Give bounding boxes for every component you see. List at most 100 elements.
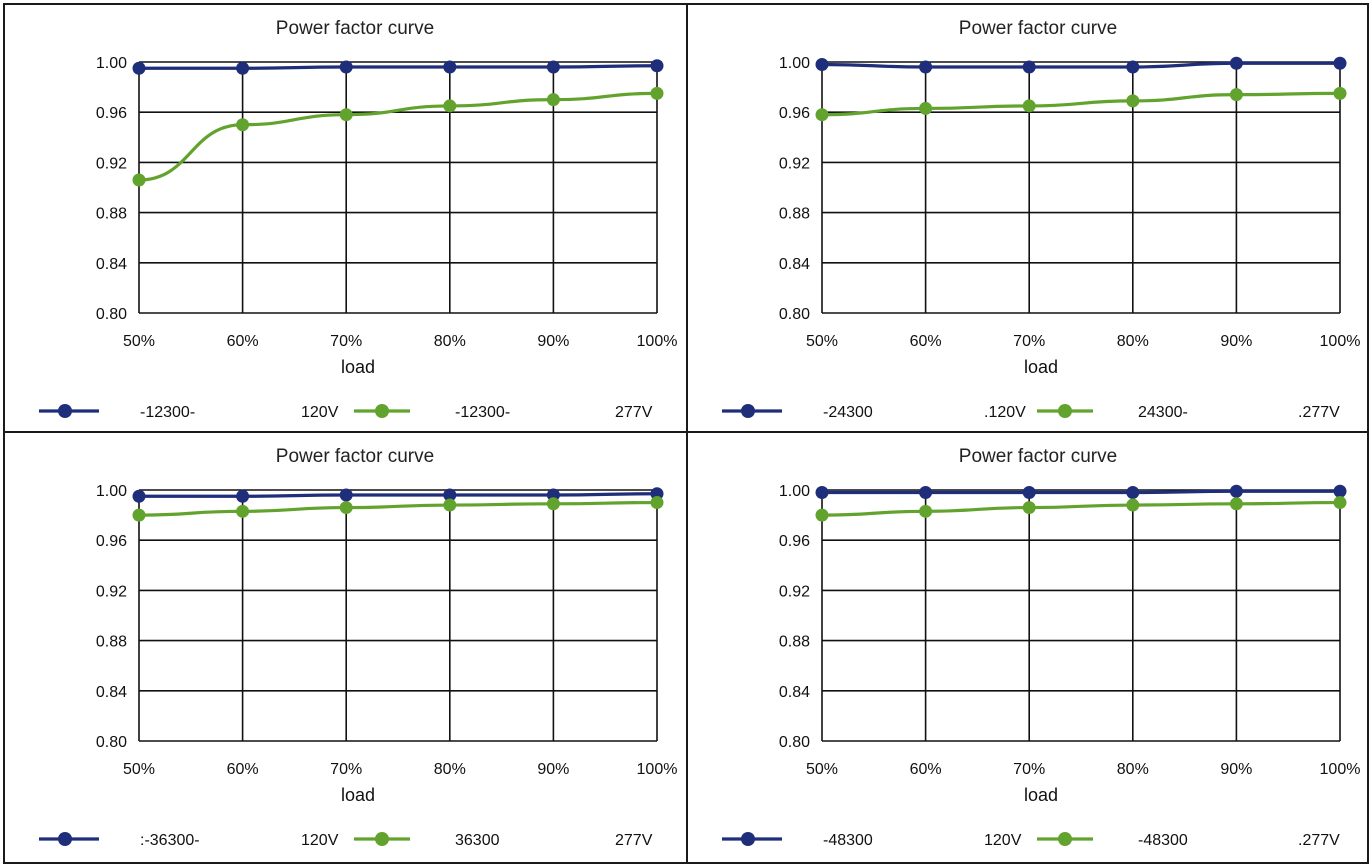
chart3-legend-2-marker [375,832,389,846]
chart4-ytick-label: 1.00 [779,483,810,500]
chart3-xtick-label: 70% [330,761,362,778]
chart1-title: Power factor curve [276,18,434,39]
chart1-xtick-label: 100% [637,333,678,350]
chart4-series-2-point [1126,498,1140,512]
chart3-xtick-label: 60% [227,761,259,778]
chart2-series-1-point [815,58,829,72]
chart1-xtick-label: 50% [123,333,155,350]
chart2-series-2-point [1022,99,1036,113]
chart1-series-2-point [132,173,146,187]
chart1-series-1-point [546,60,560,74]
chart3-series-2-point [236,504,250,518]
chart4-series-2-point [919,504,933,518]
chart3-xtick-label: 50% [123,761,155,778]
chart2-xtick-label: 60% [910,333,942,350]
chart-panel-2: Power factor curve 0.80 0.84 0.88 0.92 0.96 1.… [686,3,1369,433]
chart1-series-1-line [139,64,658,70]
chart1-legend-1-voltage: 120V [301,404,339,421]
chart1-series-2-point [236,118,250,132]
chart1-legend-2-marker [375,404,389,418]
chart3-series-1-point [236,489,250,503]
chart3-xtick-label: 90% [537,761,569,778]
chart1-xtick-label: 90% [537,333,569,350]
chart4-legend-2-name: -48300 [1138,832,1188,849]
chart1-series-2-point [443,99,457,113]
chart2-ytick-label: 0.84 [779,256,810,273]
chart3-series-2-point [443,498,457,512]
chart4-series-2-point [815,508,829,522]
chart3-ytick-label: 0.88 [96,634,127,651]
chart1-xtick-label: 60% [227,333,259,350]
chart3-legend-1-name: :-36300- [140,832,200,849]
chart2-xtick-label: 50% [806,333,838,350]
chart1-series-2-line [138,91,658,182]
chart3-series-2-line [138,500,658,517]
chart4-series-1-line [821,489,1340,495]
chart1-xaxis-label: load [341,357,375,377]
chart4-series-1-point [1022,486,1036,500]
chart3-series-2-point [546,497,560,511]
chart1-series-1-point [132,61,146,75]
chart3-xtick-label: 100% [637,761,678,778]
chart2-ytick-label: 0.92 [779,155,810,172]
chart1-series-1-point [443,60,457,74]
chart-grid: Power factor curve 0.80 0.84 0.88 0.92 0.96 1.… [3,3,1369,864]
chart4-xtick-label: 60% [910,761,942,778]
chart2-series-2-point [1333,86,1347,100]
chart4-legend-2-marker [1058,832,1072,846]
chart2-ytick-label: 0.88 [779,206,810,223]
chart2-series-1-point [1229,56,1243,70]
chart2-ytick-label: 0.96 [779,105,810,122]
chart4-legend-2-voltage: .277V [1298,832,1340,849]
chart1-series-1-point [650,59,664,73]
chart2-legend-1-marker [741,404,755,418]
chart1-ytick-label: 0.80 [96,306,127,323]
chart4-legend-1-name: -48300 [823,832,873,849]
chart1-series-2-point [339,108,353,122]
chart2-legend-1-name: -24300 [823,404,873,421]
chart2-legend-2-voltage: .277V [1298,404,1340,421]
chart2-ytick-label: 0.80 [779,306,810,323]
chart3-ytick-label: 0.84 [96,684,127,701]
chart4-series-2-point [1229,497,1243,511]
chart3-series-1-point [443,488,457,502]
chart3-ytick-label: 0.96 [96,533,127,550]
chart3-series-1-point [132,489,146,503]
chart1-series-2-point [650,86,664,100]
chart4-ytick-label: 0.88 [779,634,810,651]
chart1-ytick-label: 0.84 [96,256,127,273]
chart3-legend-1-marker [58,832,72,846]
chart4-series-2-point [1022,501,1036,515]
chart4-xaxis-label: load [1024,785,1058,805]
chart2-series-1-point [1333,56,1347,70]
chart2-legend-2-marker [1058,404,1072,418]
power-factor-chart-3: Power factor curve 0.80 0.84 0.88 0.92 0.96 1.… [39,446,678,849]
chart-panel-1: Power factor curve 0.80 0.84 0.88 0.92 0.96 1.… [3,3,688,433]
chart1-xtick-label: 70% [330,333,362,350]
chart3-series-1-point [339,488,353,502]
chart2-xaxis-label: load [1024,357,1058,377]
chart3-legend-2-name: 36300 [455,832,500,849]
chart4-xtick-label: 80% [1117,761,1149,778]
chart4-ytick-label: 0.80 [779,734,810,751]
power-factor-chart-1: Power factor curve 0.80 0.84 0.88 0.92 0.96 1.… [39,18,678,421]
chart2-xtick-label: 80% [1117,333,1149,350]
chart2-series-1-point [1022,60,1036,74]
chart3-ytick-label: 0.80 [96,734,127,751]
chart4-xtick-label: 90% [1220,761,1252,778]
chart-panel-4: Power factor curve 0.80 0.84 0.88 0.92 0.96 1.… [686,431,1369,864]
power-factor-chart-2: Power factor curve 0.80 0.84 0.88 0.92 0.96 1.… [722,18,1360,421]
chart4-series-1-point [919,486,933,500]
chart2-xtick-label: 90% [1220,333,1252,350]
chart3-title: Power factor curve [276,446,434,467]
chart4-series-1-point [1126,486,1140,500]
chart3-legend-2-voltage: 277V [615,832,653,849]
chart3-series-2-point [339,501,353,515]
chart1-ytick-label: 1.00 [96,55,127,72]
chart1-legend-2-name: -12300- [455,404,510,421]
chart2-series-1-point [1126,60,1140,74]
chart2-title: Power factor curve [959,18,1117,39]
chart-panel-3: Power factor curve 0.80 0.84 0.88 0.92 0.96 1.… [3,431,688,864]
chart4-title: Power factor curve [959,446,1117,467]
chart2-legend-1-voltage: .120V [984,404,1026,421]
